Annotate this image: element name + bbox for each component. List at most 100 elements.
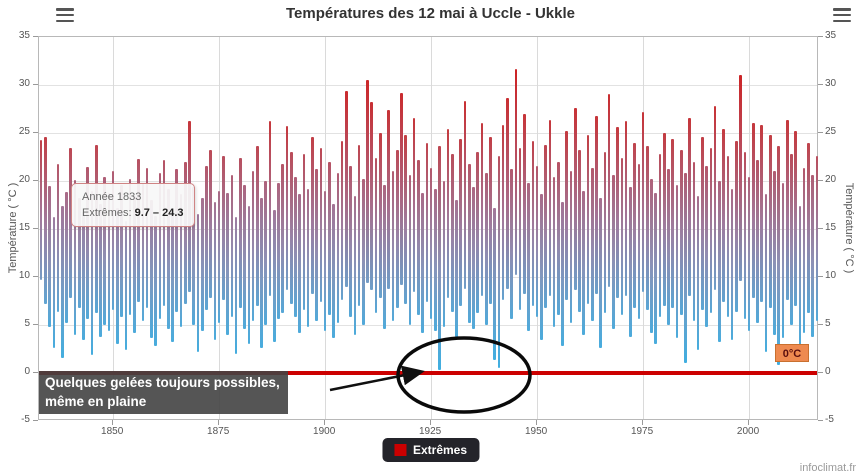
temperature-range-bar[interactable] [137,158,140,302]
temperature-range-bar[interactable] [272,209,276,343]
temperature-range-bar[interactable] [573,108,577,291]
temperature-range-bar[interactable] [701,136,704,310]
temperature-range-bar[interactable] [790,154,793,325]
temperature-range-bar[interactable] [260,198,263,349]
temperature-range-bar[interactable] [264,181,268,325]
temperature-range-bar[interactable] [281,163,285,314]
temperature-range-bar[interactable] [463,101,467,289]
temperature-range-bar[interactable] [773,171,776,335]
temperature-range-bar[interactable] [730,188,734,341]
temperature-range-bar[interactable] [446,129,450,299]
temperature-range-bar[interactable] [150,200,153,339]
temperature-range-bar[interactable] [429,167,433,320]
temperature-range-bar[interactable] [44,136,47,304]
temperature-range-bar[interactable] [395,150,399,308]
temperature-range-bar[interactable] [94,144,98,314]
temperature-range-bar[interactable] [527,182,530,331]
temperature-range-bar[interactable] [747,177,751,331]
temperature-range-bar[interactable] [353,196,357,335]
temperature-range-bar[interactable] [662,133,666,306]
temperature-range-bar[interactable] [103,177,106,325]
temperature-range-bar[interactable] [357,144,361,306]
legend-item[interactable]: Extrêmes [381,438,480,462]
temperature-range-bar[interactable] [768,134,772,308]
temperature-range-bar[interactable] [514,68,518,276]
temperature-range-bar[interactable] [209,150,212,299]
temperature-range-bar[interactable] [629,186,632,337]
temperature-range-bar[interactable] [158,173,162,320]
temperature-range-bar[interactable] [688,117,691,297]
temperature-range-bar[interactable] [641,111,645,293]
temperature-range-bar[interactable] [802,167,806,333]
temperature-range-bar[interactable] [86,166,90,320]
temperature-range-bar[interactable] [815,156,819,322]
temperature-range-bar[interactable] [370,102,374,291]
temperature-range-bar[interactable] [569,171,573,324]
temperature-range-bar[interactable] [61,205,64,358]
temperature-range-bar[interactable] [387,109,391,289]
temperature-range-bar[interactable] [196,213,200,352]
temperature-range-bar[interactable] [319,148,323,302]
temperature-range-bar[interactable] [400,92,403,285]
temperature-range-bar[interactable] [548,119,552,297]
temperature-range-bar[interactable] [743,152,747,320]
temperature-range-bar[interactable] [404,134,407,304]
temperature-range-bar[interactable] [277,182,280,320]
temperature-range-bar[interactable] [578,150,581,312]
temperature-range-bar[interactable] [366,80,369,283]
temperature-range-bar[interactable] [417,159,420,316]
temperature-range-bar[interactable] [764,194,768,352]
temperature-range-bar[interactable] [722,129,725,302]
temperature-range-bar[interactable] [438,146,441,371]
temperature-range-bar[interactable] [243,184,246,329]
temperature-range-bar[interactable] [777,146,781,366]
temperature-range-bar[interactable] [667,169,670,325]
temperature-range-bar[interactable] [633,142,636,308]
temperature-range-bar[interactable] [646,146,649,310]
temperature-range-bar[interactable] [48,185,51,327]
credit-link[interactable]: infoclimat.fr [799,462,856,474]
temperature-range-bar[interactable] [141,182,145,322]
temperature-range-bar[interactable] [183,161,187,304]
temperature-range-bar[interactable] [256,146,259,306]
temperature-range-bar[interactable] [603,152,607,314]
temperature-range-bar[interactable] [285,126,289,291]
temperature-range-bar[interactable] [595,115,598,295]
temperature-range-bar[interactable] [222,156,225,301]
temperature-range-bar[interactable] [654,192,658,345]
temperature-range-bar[interactable] [599,198,602,349]
temperature-range-bar[interactable] [620,157,624,316]
temperature-range-bar[interactable] [696,196,700,350]
temperature-range-bar[interactable] [760,125,764,302]
temperature-range-bar[interactable] [476,152,480,314]
temperature-range-bar[interactable] [506,98,509,289]
temperature-range-bar[interactable] [726,156,730,318]
temperature-range-bar[interactable] [268,121,272,297]
temperature-range-bar[interactable] [251,171,255,322]
temperature-range-bar[interactable] [735,140,738,312]
temperature-range-bar[interactable] [383,184,386,329]
temperature-range-bar[interactable] [590,167,594,322]
temperature-range-bar[interactable] [124,221,128,350]
temperature-range-bar[interactable] [175,169,179,312]
temperature-range-bar[interactable] [531,140,535,306]
temperature-range-bar[interactable] [323,190,327,331]
menu-icon-right[interactable] [833,8,851,22]
temperature-range-bar[interactable] [671,138,675,308]
temperature-range-bar[interactable] [718,181,721,343]
temperature-range-bar[interactable] [442,181,446,327]
temperature-range-bar[interactable] [607,93,611,287]
temperature-range-bar[interactable] [459,138,463,306]
temperature-range-bar[interactable] [39,139,43,280]
temperature-range-bar[interactable] [552,177,556,327]
temperature-range-bar[interactable] [510,169,513,320]
temperature-range-bar[interactable] [166,188,170,329]
temperature-range-bar[interactable] [247,205,251,345]
temperature-range-bar[interactable] [133,196,136,333]
temperature-range-bar[interactable] [306,188,310,327]
temperature-range-bar[interactable] [336,173,340,324]
temperature-range-bar[interactable] [540,194,543,341]
temperature-range-bar[interactable] [624,121,628,297]
temperature-range-bar[interactable] [391,171,395,322]
temperature-range-bar[interactable] [781,182,785,339]
